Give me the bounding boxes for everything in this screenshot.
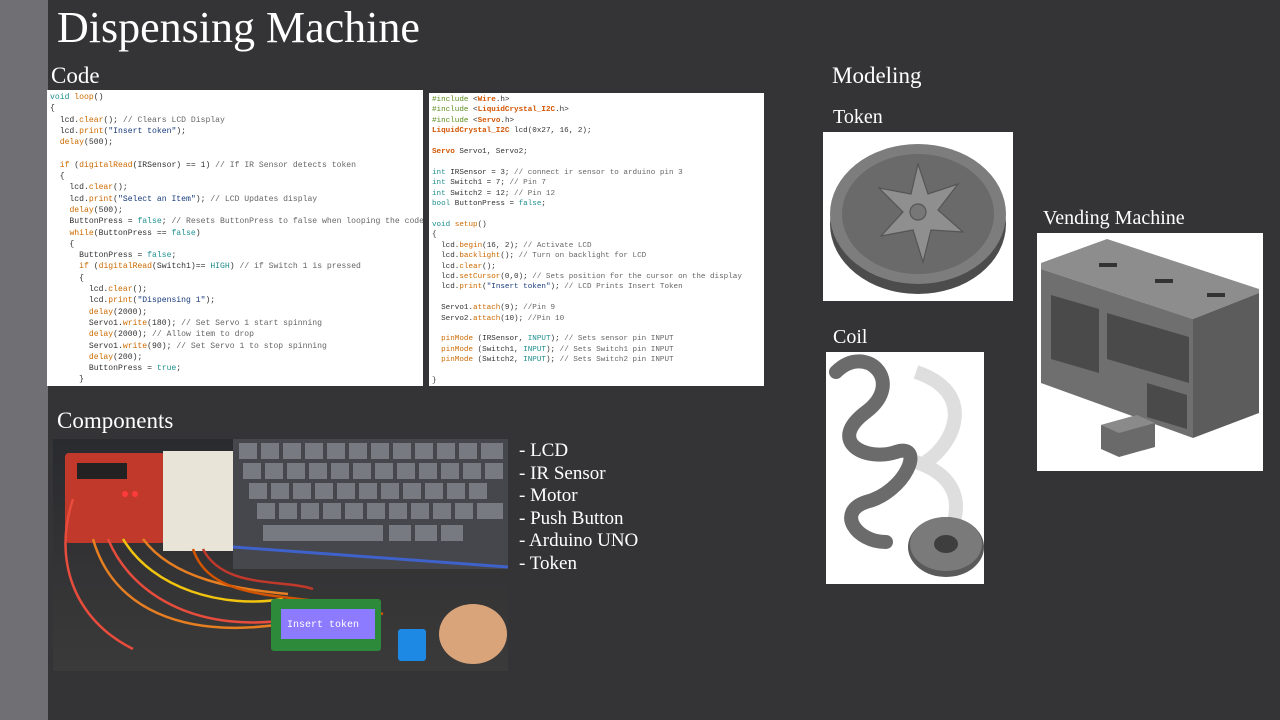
token-model-image [823, 132, 1013, 301]
circuit-photo-illustration: Insert token [53, 439, 508, 671]
breadboard-image [163, 451, 233, 551]
front-left-slot [1051, 295, 1099, 373]
drawer-tray-icon [1101, 415, 1155, 457]
keyboard-image [232, 439, 508, 569]
lcd-module-image: Insert token [271, 599, 381, 651]
arduino-board-image [65, 453, 165, 543]
coil-model-image [826, 352, 984, 584]
list-item: - IR Sensor [519, 462, 606, 484]
servo-motor-image [398, 629, 426, 661]
list-item: - Motor [519, 485, 578, 506]
slide-title: Dispensing Machine [57, 3, 420, 52]
list-item: - Arduino UNO [519, 530, 639, 551]
slide-sidebar-bar [0, 0, 48, 720]
dispense-opening [1147, 383, 1187, 429]
components-heading: Components [57, 408, 174, 433]
lcd-display-text: Insert token [287, 619, 359, 631]
list-item: - Push Button [519, 507, 624, 529]
snowflake-engraving-icon [877, 161, 965, 265]
modeling-heading: Modeling [832, 63, 922, 88]
components-photo: Insert token [53, 439, 508, 671]
token-heading: Token [833, 106, 883, 128]
list-item: - Token [519, 552, 577, 574]
front-right-slot [1107, 313, 1189, 383]
wooden-token-image [439, 604, 507, 664]
components-list: - LCD - IR Sensor - Motor - Push Button … [519, 440, 638, 575]
list-item: - LCD [519, 440, 569, 461]
loop-code-panel: void loop() { lcd.clear(); // Clears LCD… [47, 90, 423, 386]
setup-code-panel: #include <Wire.h> #include <LiquidCrysta… [429, 93, 764, 386]
code-heading: Code [51, 63, 100, 88]
spiral-coil-icon [829, 354, 918, 549]
vending-machine-model-image [1037, 233, 1263, 471]
vending-machine-heading: Vending Machine [1043, 207, 1185, 229]
coil-heading: Coil [833, 326, 868, 348]
